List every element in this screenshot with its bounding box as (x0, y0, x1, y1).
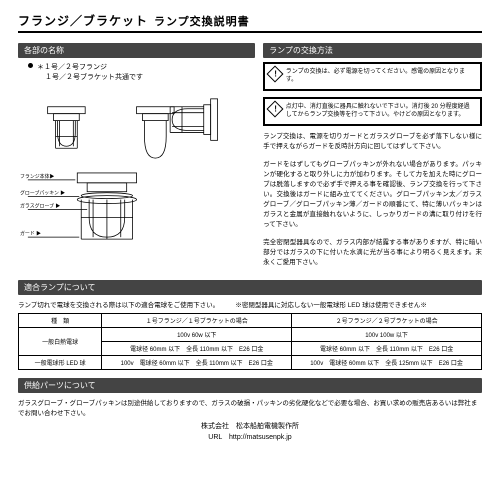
footer: 株式会社 松本船舶電機製作所 URL http://matsusenpk.jp (18, 421, 482, 442)
compat-note: ランプ切れで電球を交換される際は以下の適合電球をご使用下さい。 ※密閉型器具に対… (18, 299, 482, 309)
supply-header: 供給パーツについて (18, 378, 482, 393)
left-column: 各部の名称 ＊１号／２号フランジ １号／２号ブラケット共通です (18, 43, 255, 276)
title-bar: フランジ／ブラケット ランプ交換説明書 (18, 12, 482, 33)
warning-text-2: 点灯中、消灯直後に器具に触れないで下さい。消灯後 20 分程度経過してからランプ… (286, 103, 471, 120)
bullet-icon (28, 63, 33, 68)
label-packing: グローブパッキン ▶ (20, 190, 65, 197)
warning-box-2: 点灯中、消灯直後に器具に触れないで下さい。消灯後 20 分程度経過してからランプ… (263, 97, 482, 126)
warning-icon (267, 100, 284, 117)
supply-text: ガラスグローブ・グローブパッキンは別途供給しておりますので、ガラスの破損・パッキ… (18, 397, 482, 417)
compat-table: 種 類 １号フランジ／１号ブラケットの場合 ２号フランジ／２号ブラケットの場合 … (18, 313, 482, 370)
shared-label: ＊１号／２号フランジ (37, 62, 143, 72)
compat-header: 適合ランプについて (18, 280, 482, 295)
method-header: ランプの交換方法 (263, 43, 482, 58)
warning-box-1: ランプの交換は、必ず電源を切ってください。感電の原因となります。 (263, 62, 482, 91)
label-head: フランジ本体▶ (20, 173, 55, 180)
shared-note: ＊１号／２号フランジ １号／２号ブラケット共通です (28, 62, 255, 82)
table-row: 一般白熱電球 100v 60w 以下 100v 100w 以下 (19, 328, 482, 342)
label-guard: ガード ▶ (20, 230, 41, 237)
company-name: 株式会社 松本船舶電機製作所 (18, 421, 482, 431)
method-para-1: ランプ交換は、電源を切りガードとガラスグローブを必ず落下しない様に手で押えながら… (263, 132, 482, 152)
method-para-2: ガードをはずしてもグローブパッキンが外れない場合があります。パッキンが硬化すると… (263, 160, 482, 230)
main-columns: 各部の名称 ＊１号／２号フランジ １号／２号ブラケット共通です (18, 43, 482, 276)
table-row: 一般電球形 LED 球 100v 電球径 60mm 以下 全長 110mm 以下… (19, 356, 482, 370)
lamp-diagram: フランジ本体▶ グローブパッキン ▶ ガラスグローブ ▶ ガード ▶ (18, 88, 255, 248)
label-globe: ガラスグローブ ▶ (20, 203, 60, 210)
warning-text-1: ランプの交換は、必ず電源を切ってください。感電の原因となります。 (286, 68, 471, 85)
supply-section: 供給パーツについて ガラスグローブ・グローブパッキンは別途供給しておりますので、… (18, 378, 482, 417)
table-row: 種 類 １号フランジ／１号ブラケットの場合 ２号フランジ／２号ブラケットの場合 (19, 314, 482, 328)
right-column: ランプの交換方法 ランプの交換は、必ず電源を切ってください。感電の原因となります… (263, 43, 482, 276)
parts-name-header: 各部の名称 (18, 43, 255, 58)
shared-sub: １号／２号ブラケット共通です (45, 72, 143, 82)
title-main: フランジ／ブラケット (18, 12, 148, 29)
diagram-area: フランジ本体▶ グローブパッキン ▶ ガラスグローブ ▶ ガード ▶ (18, 88, 255, 248)
title-sub: ランプ交換説明書 (154, 13, 250, 29)
compat-section: 適合ランプについて ランプ切れで電球を交換される際は以下の適合電球をご使用下さい… (18, 280, 482, 370)
warning-icon (267, 66, 284, 83)
method-para-3: 完全密閉型器具なので、ガラス内部が結露する事がありますが、特に暗い部分ではガラス… (263, 238, 482, 268)
company-url: URL http://matsusenpk.jp (18, 432, 482, 442)
